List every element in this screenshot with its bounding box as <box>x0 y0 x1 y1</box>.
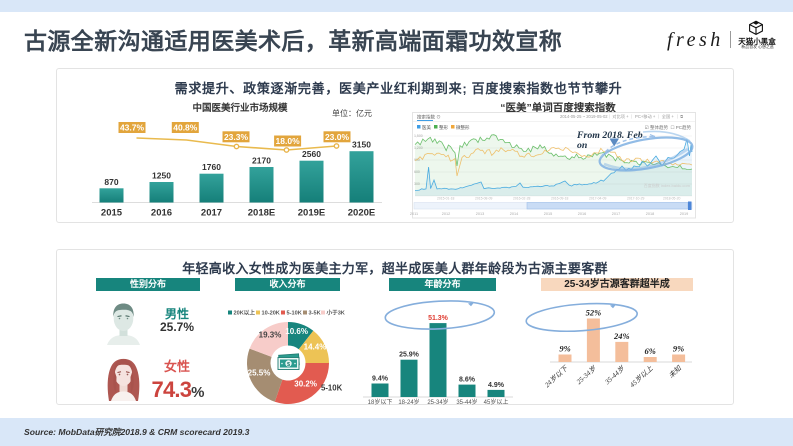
svg-text:2015: 2015 <box>101 208 123 219</box>
svg-text:中国医美行业市场规模: 中国医美行业市场规模 <box>192 102 288 114</box>
svg-text:19.3%: 19.3% <box>259 331 282 340</box>
svg-text:18-24岁: 18-24岁 <box>398 398 419 406</box>
svg-text:51.3%: 51.3% <box>428 315 449 322</box>
svg-text:8.6%: 8.6% <box>459 377 476 384</box>
svg-text:From 2018. Feb: From 2018. Feb <box>576 130 643 141</box>
svg-text:$: $ <box>287 362 290 368</box>
svg-text:40.8%: 40.8% <box>173 123 198 133</box>
svg-text:整形: 整形 <box>439 124 448 131</box>
svg-text:4.9%: 4.9% <box>488 382 505 389</box>
svg-text:25-34岁: 25-34岁 <box>575 364 598 386</box>
svg-text:35-44岁: 35-44岁 <box>456 398 477 406</box>
svg-text:3-5K: 3-5K <box>309 311 321 317</box>
svg-text:2016-09-18: 2016-09-18 <box>551 197 568 201</box>
svg-text:微整形: 微整形 <box>456 124 470 131</box>
svg-text:6%: 6% <box>645 346 656 356</box>
svg-text:45岁以上: 45岁以上 <box>484 398 509 406</box>
svg-text:on: on <box>577 140 587 151</box>
svg-text:2017: 2017 <box>201 208 222 219</box>
svg-text:43.7%: 43.7% <box>120 123 145 133</box>
svg-text:“医美”单词百度搜索指数: “医美”单词百度搜索指数 <box>500 101 616 114</box>
svg-text:2011: 2011 <box>410 212 418 216</box>
svg-text:2018: 2018 <box>646 212 654 216</box>
svg-text:2017-10-29: 2017-10-29 <box>627 197 644 201</box>
svg-text:30.2%: 30.2% <box>294 380 317 389</box>
svg-text:☑ 整体趋势 ☐ PC趋势: ☑ 整体趋势 ☐ PC趋势 <box>645 124 692 131</box>
svg-text:2015: 2015 <box>544 212 552 216</box>
svg-text:23.3%: 23.3% <box>224 132 249 142</box>
svg-text:2016: 2016 <box>578 212 586 216</box>
svg-text:23.0%: 23.0% <box>325 132 350 142</box>
svg-text:25-34岁: 25-34岁 <box>427 398 448 406</box>
svg-text:20K以上: 20K以上 <box>234 309 256 317</box>
svg-text:3150: 3150 <box>352 140 371 150</box>
svg-text:14.4%: 14.4% <box>304 343 327 352</box>
svg-text:870: 870 <box>104 177 118 187</box>
svg-text:1,200: 1,200 <box>414 146 423 150</box>
svg-text:1,500: 1,500 <box>414 134 423 138</box>
svg-text:600: 600 <box>414 170 420 174</box>
svg-text:18岁以下: 18岁以下 <box>368 398 393 406</box>
svg-text:2014-05-25 ~ 2019-05-02: 2014-05-25 ~ 2019-05-02 <box>560 114 608 119</box>
svg-text:1250: 1250 <box>152 171 171 181</box>
svg-text:10.6%: 10.6% <box>285 327 308 336</box>
svg-text:52%: 52% <box>586 308 602 318</box>
svg-text:医美: 医美 <box>422 124 431 131</box>
svg-text:35-44岁: 35-44岁 <box>603 364 627 387</box>
svg-text:2016-02-28: 2016-02-28 <box>513 197 530 201</box>
svg-text:25.9%: 25.9% <box>399 352 420 359</box>
svg-text:小于3K: 小于3K <box>327 309 345 317</box>
svg-text:1760: 1760 <box>202 162 221 172</box>
svg-text:5-10K: 5-10K <box>321 384 343 393</box>
svg-text:2560: 2560 <box>302 149 321 159</box>
svg-text:45岁以上: 45岁以上 <box>628 364 655 389</box>
svg-text:2015-01-18: 2015-01-18 <box>437 197 454 201</box>
svg-text:2019E: 2019E <box>298 208 325 219</box>
svg-text:24%: 24% <box>613 331 630 341</box>
svg-text:9.4%: 9.4% <box>372 376 389 383</box>
svg-text:2017: 2017 <box>612 212 620 216</box>
svg-text:百度指数 index.baidu.com: 百度指数 index.baidu.com <box>644 182 691 188</box>
svg-text:5-10K: 5-10K <box>287 311 302 317</box>
svg-text:2017-04-09: 2017-04-09 <box>589 197 606 201</box>
svg-text:18.0%: 18.0% <box>276 136 301 146</box>
svg-text:｜ 对比项 + ｜ PC+移动 + ｜ 全国 + ｜: ｜ 对比项 + ｜ PC+移动 + ｜ 全国 + ｜ ⧉ <box>607 113 683 120</box>
svg-text:10-20K: 10-20K <box>262 311 280 317</box>
svg-text:2013: 2013 <box>476 212 484 216</box>
svg-text:2015-08-09: 2015-08-09 <box>475 197 492 201</box>
svg-text:单位：亿元: 单位：亿元 <box>332 108 372 118</box>
svg-text:2170: 2170 <box>252 156 271 166</box>
svg-text:2020E: 2020E <box>348 208 375 219</box>
svg-text:2018-05-20: 2018-05-20 <box>663 197 680 201</box>
svg-text:2018E: 2018E <box>248 208 275 219</box>
svg-text:2019: 2019 <box>680 212 688 216</box>
svg-text:2014: 2014 <box>510 212 518 216</box>
svg-text:24岁以下: 24岁以下 <box>543 364 570 389</box>
svg-text:300: 300 <box>414 182 420 186</box>
svg-text:2016: 2016 <box>151 208 172 219</box>
svg-text:9%: 9% <box>559 344 570 354</box>
svg-text:2012: 2012 <box>442 212 450 216</box>
svg-text:25.5%: 25.5% <box>248 369 271 378</box>
svg-text:搜索指数 ⊙: 搜索指数 ⊙ <box>417 114 441 121</box>
svg-text:未知: 未知 <box>667 364 684 380</box>
svg-text:9%: 9% <box>673 344 684 354</box>
